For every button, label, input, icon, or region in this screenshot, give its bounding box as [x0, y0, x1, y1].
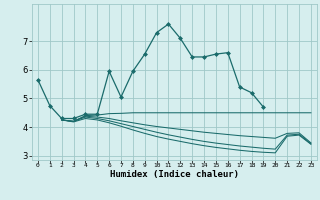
X-axis label: Humidex (Indice chaleur): Humidex (Indice chaleur)	[110, 170, 239, 179]
